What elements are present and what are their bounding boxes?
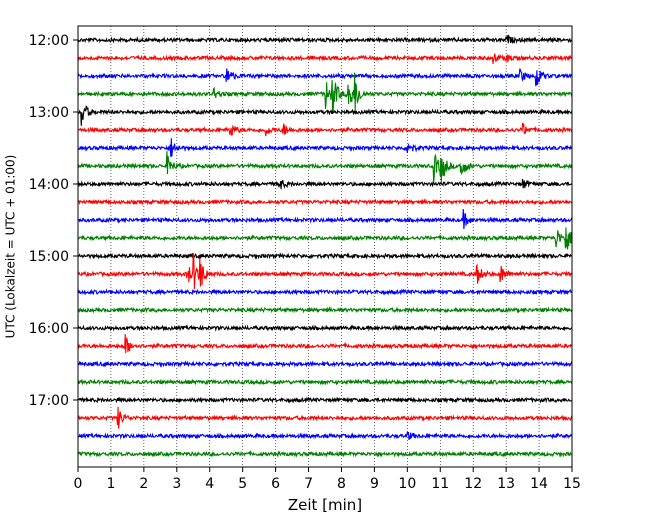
x-tick-label: 10: [398, 476, 416, 492]
trace-row-3: [77, 72, 573, 115]
x-tick-label: 4: [205, 476, 214, 492]
trace-row-9: [77, 198, 573, 206]
trace-row-21: [77, 406, 573, 429]
trace-row-10: [77, 208, 573, 230]
trace-row-11: [77, 227, 573, 250]
trace-row-0: [77, 34, 573, 45]
x-tick-label: 3: [172, 476, 181, 492]
trace-row-15: [77, 306, 573, 314]
x-tick-label: 11: [431, 476, 449, 492]
trace-row-13: [77, 252, 573, 290]
y-axis-ticks: 12:00 13:00 14:00 15:00 16:00 17:00: [29, 33, 78, 409]
x-tick-label: 0: [74, 476, 83, 492]
x-tick-label: 14: [530, 476, 548, 492]
y-tick-label: 12:00: [29, 33, 69, 49]
y-tick-label: 16:00: [29, 321, 69, 337]
x-tick-label: 5: [238, 476, 247, 492]
y-tick-label: 13:00: [29, 105, 69, 121]
trace-row-18: [77, 360, 573, 368]
trace-row-23: [77, 450, 573, 458]
trace-row-16: [77, 323, 573, 332]
trace-row-8: [77, 178, 573, 190]
y-axis-label: UTC (Lokalzeit = UTC + 01:00): [4, 155, 18, 339]
x-tick-label: 8: [337, 476, 346, 492]
trace-row-14: [77, 288, 573, 296]
x-tick-label: 2: [139, 476, 148, 492]
trace-row-22: [77, 431, 573, 440]
trace-row-17: [77, 334, 573, 354]
trace-row-6: [77, 138, 573, 157]
trace-row-19: [77, 378, 573, 386]
plot-frame: [77, 25, 573, 468]
trace-row-5: [77, 122, 572, 137]
x-axis-ticks: 0 1 2 3 4 5 6 7 8 9 10 11 12 13 14 15: [74, 467, 581, 492]
trace-row-7: [77, 151, 573, 184]
trace-row-1: [77, 53, 573, 64]
trace-row-2: [77, 68, 573, 87]
x-tick-label: 15: [563, 476, 581, 492]
trace-row-20: [77, 396, 573, 404]
y-tick-label: 15:00: [29, 249, 69, 265]
x-tick-label: 12: [464, 476, 482, 492]
x-tick-label: 9: [370, 476, 379, 492]
x-tick-label: 7: [304, 476, 313, 492]
x-tick-label: 13: [497, 476, 515, 492]
seismic-traces: [77, 34, 573, 458]
x-tick-label: 1: [106, 476, 115, 492]
trace-row-4: [77, 105, 573, 126]
trace-row-12: [77, 252, 573, 260]
y-tick-label: 17:00: [29, 393, 69, 409]
x-axis-label: Zeit [min]: [288, 496, 362, 514]
x-tick-label: 6: [271, 476, 280, 492]
y-tick-label: 14:00: [29, 177, 69, 193]
